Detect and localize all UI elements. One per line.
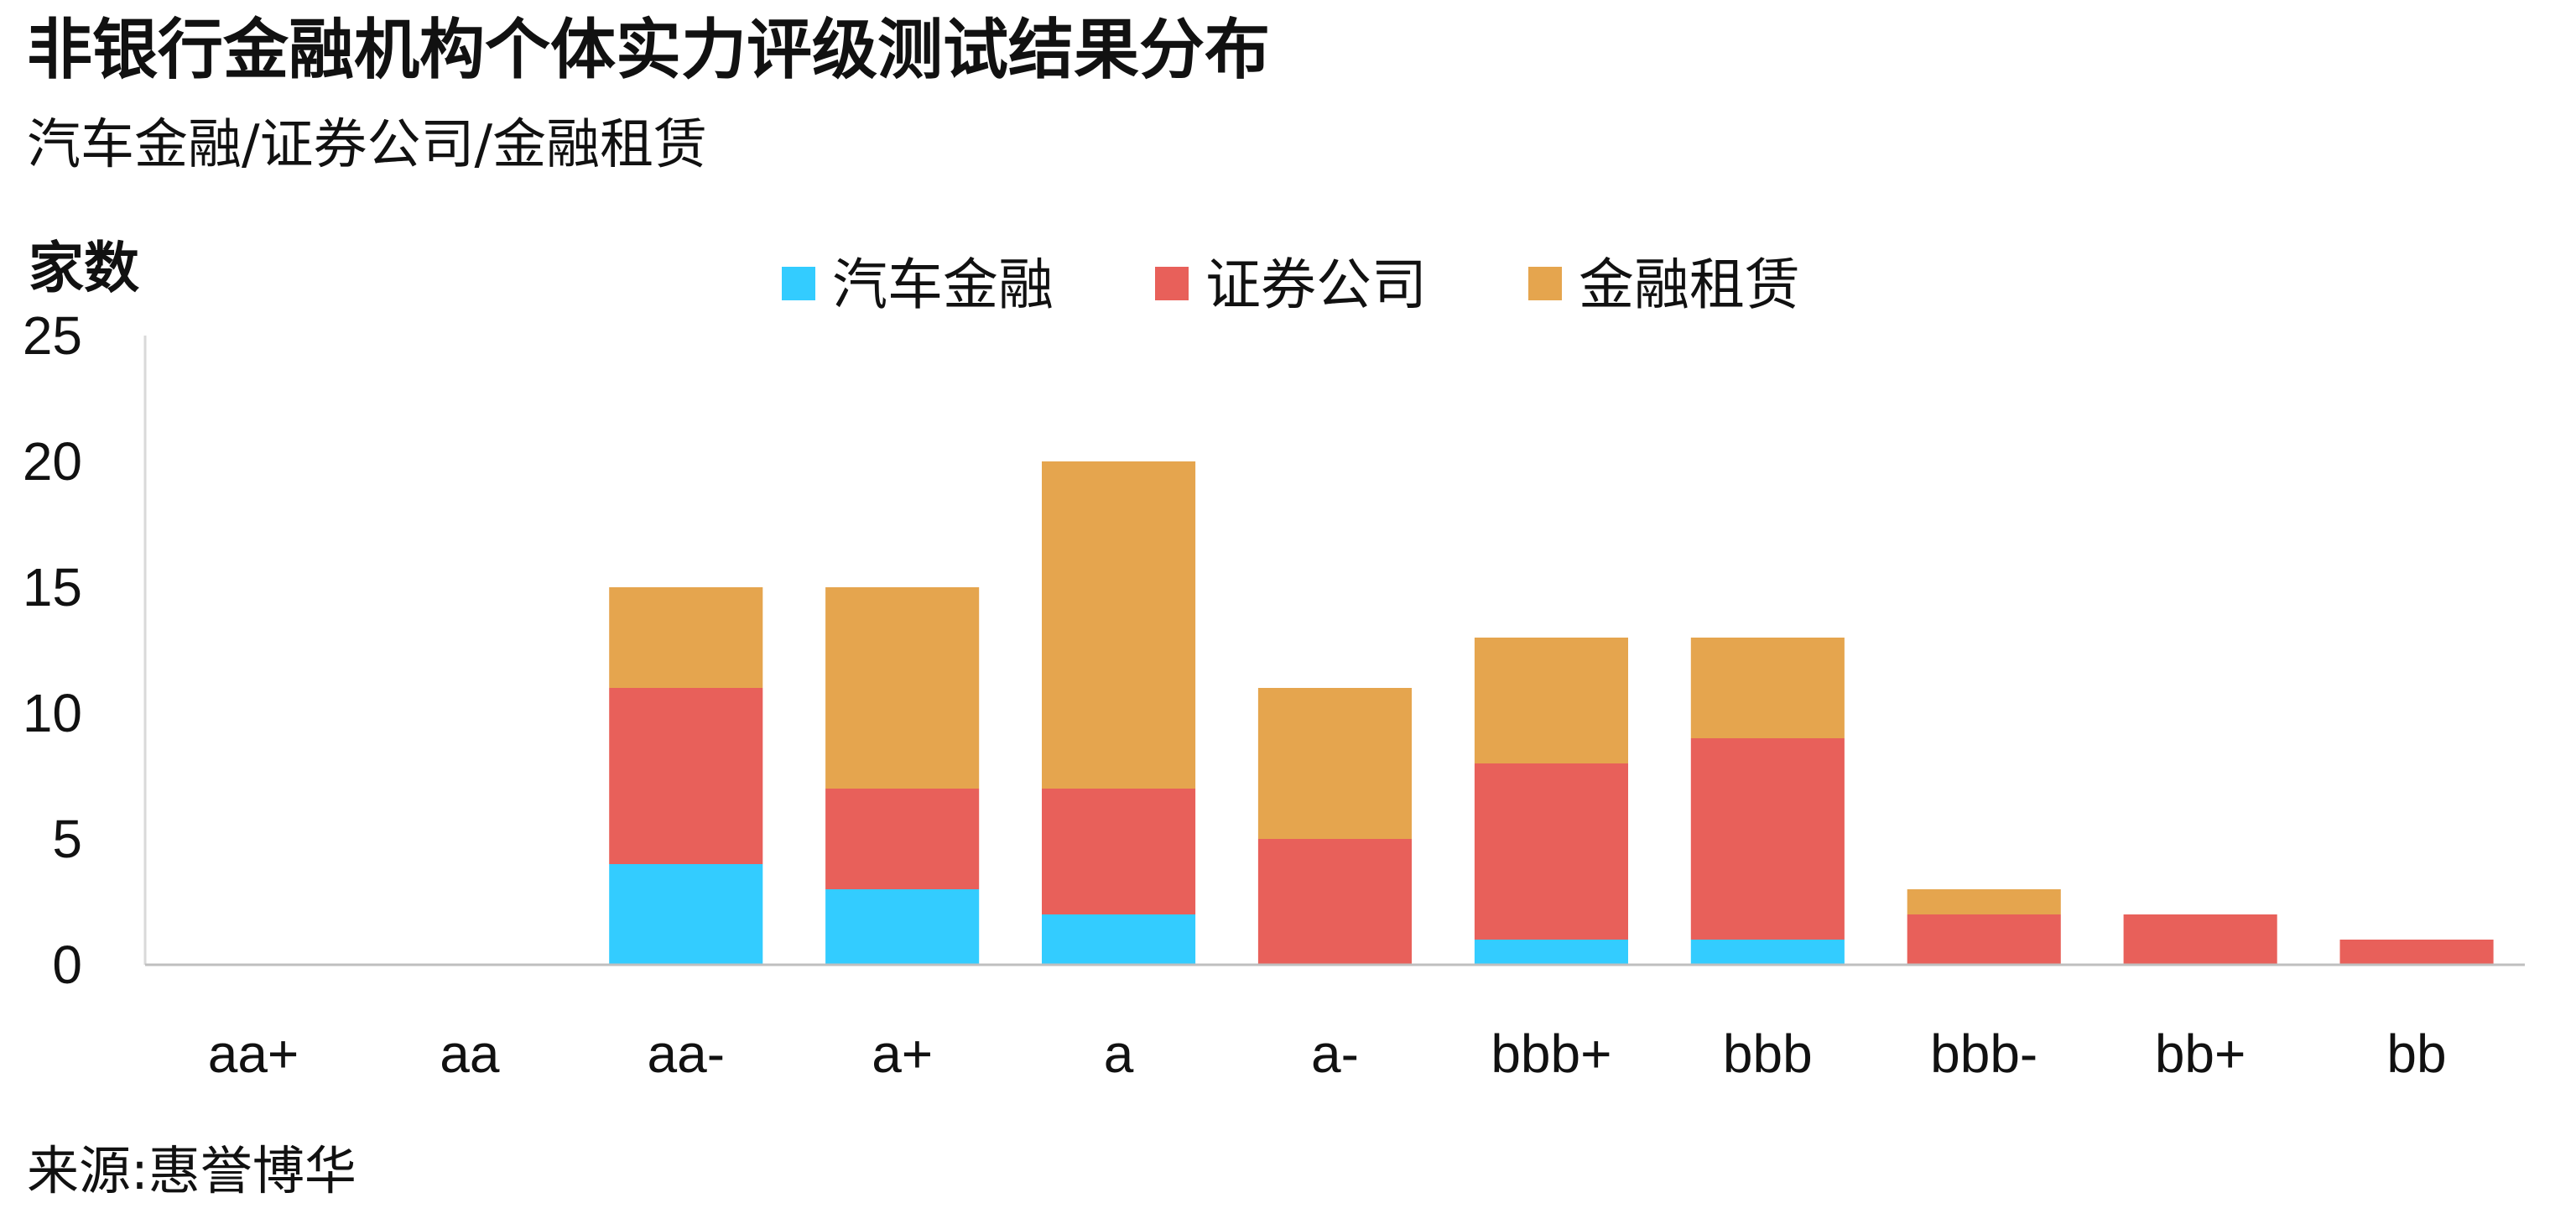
x-tick-label: bbb- (1930, 1023, 2037, 1084)
x-tick-label: aa- (648, 1023, 726, 1084)
legend-label: 证券公司 (1205, 253, 1427, 315)
y-tick-label: 25 (23, 305, 82, 366)
y-tick-label: 20 (23, 431, 82, 492)
bar-segment (825, 789, 980, 889)
x-axis-labels: aa+ aa aa-a+ a a-bbb+ bbb bbb-bb+ bb (208, 1023, 2447, 1084)
bar-segment (1474, 638, 1628, 763)
bar-segment (1474, 940, 1628, 965)
legend-swatch (1155, 267, 1189, 300)
bar-segment (1474, 763, 1628, 940)
x-tick-label: bbb (1723, 1023, 1813, 1084)
x-tick-label: a+ (872, 1023, 933, 1084)
x-tick-label: a (1104, 1023, 1134, 1084)
bar-segment (609, 688, 763, 864)
chart-legend: 汽车金融 证券公司 金融租赁 (782, 253, 1800, 315)
x-tick-label: a- (1311, 1023, 1359, 1084)
bar-segment (825, 587, 980, 789)
bar-segment (1257, 688, 1412, 839)
y-axis-ticks: 0 5 10 15 20 25 (23, 305, 82, 995)
bar-segment (1042, 914, 1196, 965)
bar-segment (825, 889, 980, 965)
y-tick-label: 15 (23, 557, 82, 617)
x-tick-label: bbb+ (1491, 1023, 1611, 1084)
bar-segment (1257, 839, 1412, 965)
bar-segment (1690, 638, 1845, 738)
legend-label: 金融租赁 (1579, 253, 1800, 315)
legend-label: 汽车金融 (832, 253, 1054, 315)
y-tick-label: 10 (23, 683, 82, 743)
bar-segment (1042, 789, 1196, 914)
page-title: 非银行金融机构个体实力评级测试结果分布 (27, 13, 1271, 88)
bar-segment (1042, 461, 1196, 789)
bar-segment (609, 587, 763, 688)
y-axis-title: 家数 (29, 237, 139, 299)
x-tick-label: bb+ (2155, 1023, 2246, 1084)
x-tick-label: aa (440, 1023, 500, 1084)
bar-segment (1690, 738, 1845, 940)
bar-segment (609, 864, 763, 965)
x-tick-label: aa+ (208, 1023, 299, 1084)
source-note: 来源:惠誉博华 (27, 1140, 356, 1201)
bar-segment (1907, 889, 2061, 914)
bar-segment (1690, 940, 1845, 965)
bars-group (609, 461, 2494, 965)
bar-segment (1907, 914, 2061, 965)
legend-swatch (782, 267, 815, 300)
x-tick-label: bb (2386, 1023, 2446, 1084)
legend-swatch (1528, 267, 1562, 300)
page-subtitle: 汽车金融/证券公司/金融租赁 (27, 114, 708, 176)
y-tick-label: 5 (52, 809, 82, 869)
bar-segment (2339, 940, 2494, 965)
bar-segment (2123, 914, 2277, 965)
y-tick-label: 0 (52, 935, 82, 995)
